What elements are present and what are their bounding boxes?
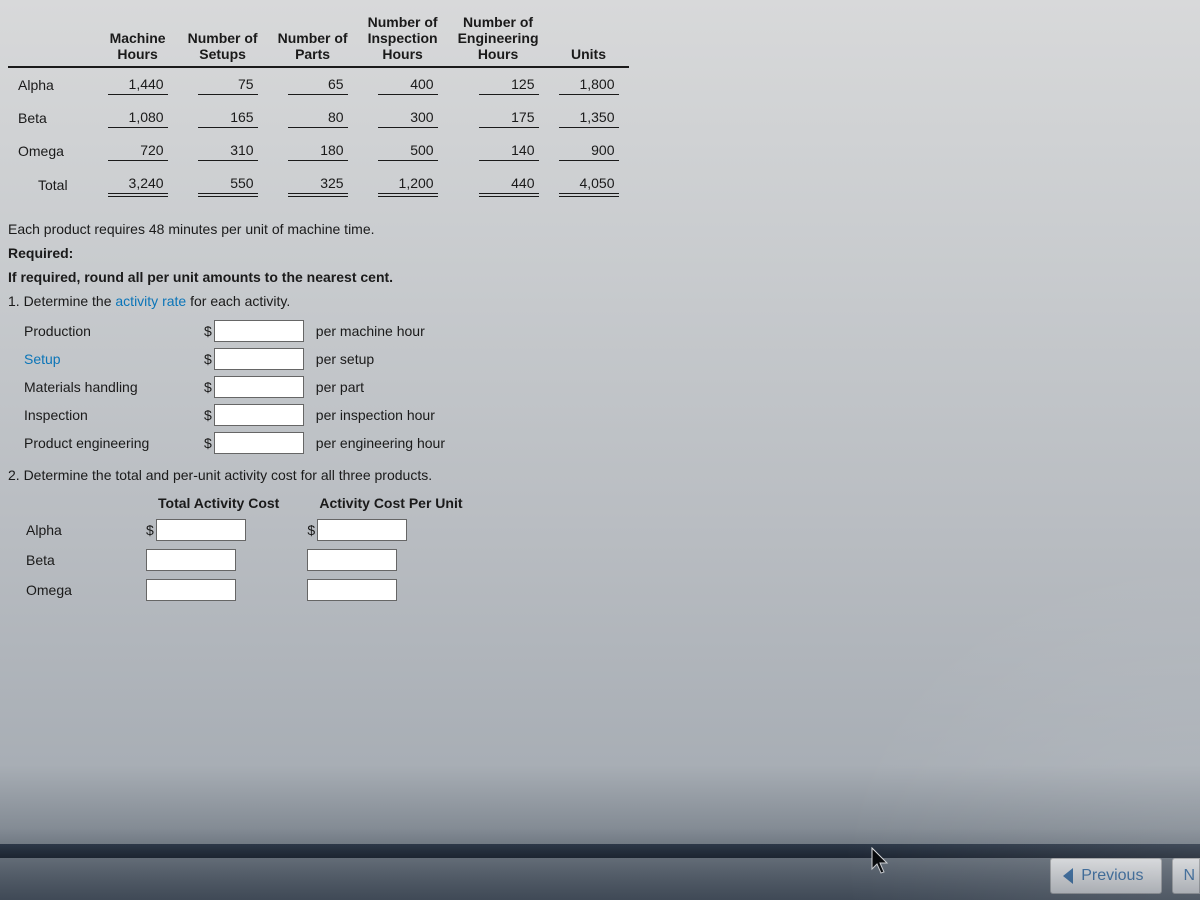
table-row: Beta1,080165803001751,350 — [8, 101, 629, 134]
activity-cost-row: Alpha $ $ — [18, 515, 483, 545]
table-total-row: Total3,2405503251,2004404,050 — [8, 167, 629, 203]
activity-cost-per-unit-input[interactable] — [307, 549, 397, 571]
dollar-sign: $ — [204, 351, 214, 367]
activity-rate-table: Production $ per machine hour Setup $ per set… — [18, 317, 451, 457]
next-button-label: N — [1183, 867, 1195, 884]
activity-rate-row: Inspection $ per inspection hour — [18, 401, 451, 429]
row-label: Alpha — [8, 67, 98, 101]
table-row: Omega720310180500140900 — [8, 134, 629, 167]
row-label: Omega — [8, 134, 98, 167]
row-label: Alpha — [18, 515, 138, 545]
row-label: Total — [8, 167, 98, 203]
total-activity-cost-input[interactable] — [146, 579, 236, 601]
machine-time-note: Each product requires 48 minutes per uni… — [8, 221, 1192, 237]
q1-prompt-pre: 1. Determine the — [8, 293, 115, 309]
row-label: Beta — [8, 101, 98, 134]
activity-rate-input[interactable] — [214, 404, 304, 426]
q1-prompt-post: for each activity. — [186, 293, 290, 309]
col-engineering: Number ofEngineeringHours — [448, 10, 549, 67]
activity-rate-row: Product engineering $ per engineering hour — [18, 429, 451, 457]
activity-cost-per-unit-input[interactable] — [317, 519, 407, 541]
q2-prompt: 2. Determine the total and per-unit acti… — [8, 467, 1192, 483]
activity-label: Product engineering — [24, 435, 149, 451]
activity-cost-row: Omega — [18, 575, 483, 605]
activity-label: Materials handling — [24, 379, 138, 395]
col-inspection: Number ofInspectionHours — [358, 10, 448, 67]
activity-label[interactable]: Setup — [24, 351, 61, 367]
rounding-instruction: If required, round all per unit amounts … — [8, 269, 393, 285]
total-activity-cost-input[interactable] — [146, 549, 236, 571]
activity-rate-suffix: per machine hour — [310, 317, 451, 345]
data-table: MachineHours Number ofSetups Number ofPa… — [8, 10, 629, 203]
col-machine-hours: MachineHours — [98, 10, 178, 67]
dollar-sign: $ — [146, 522, 156, 538]
activity-rate-row: Setup $ per setup — [18, 345, 451, 373]
activity-label: Production — [24, 323, 91, 339]
divider-bar — [0, 844, 1200, 858]
dollar-sign: $ — [307, 522, 317, 538]
table-header-row: MachineHours Number ofSetups Number ofPa… — [8, 10, 629, 67]
table-row: Alpha1,44075654001251,800 — [8, 67, 629, 101]
next-button[interactable]: N — [1172, 858, 1200, 894]
activity-rate-input[interactable] — [214, 376, 304, 398]
q2-col-total: Total Activity Cost — [138, 491, 299, 515]
previous-button[interactable]: Previous — [1050, 858, 1162, 894]
activity-rate-input[interactable] — [214, 432, 304, 454]
activity-rate-suffix: per engineering hour — [310, 429, 451, 457]
activity-rate-input[interactable] — [214, 320, 304, 342]
activity-cost-table: Total Activity Cost Activity Cost Per Un… — [18, 491, 483, 605]
col-parts: Number ofParts — [268, 10, 358, 67]
activity-cost-row: Beta — [18, 545, 483, 575]
activity-cost-per-unit-input[interactable] — [307, 579, 397, 601]
row-label: Beta — [18, 545, 138, 575]
activity-rate-suffix: per part — [310, 373, 451, 401]
activity-rate-suffix: per setup — [310, 345, 451, 373]
total-activity-cost-input[interactable] — [156, 519, 246, 541]
required-label: Required: — [8, 245, 73, 261]
dollar-sign: $ — [204, 407, 214, 423]
q2-col-per-unit: Activity Cost Per Unit — [299, 491, 482, 515]
dollar-sign: $ — [204, 323, 214, 339]
activity-label: Inspection — [24, 407, 88, 423]
dollar-sign: $ — [204, 379, 214, 395]
activity-rate-input[interactable] — [214, 348, 304, 370]
previous-button-label: Previous — [1081, 867, 1143, 885]
chevron-left-icon — [1063, 868, 1073, 884]
activity-rate-row: Production $ per machine hour — [18, 317, 451, 345]
cursor-icon — [870, 847, 892, 880]
col-setups: Number ofSetups — [178, 10, 268, 67]
col-units: Units — [549, 10, 629, 67]
activity-rate-row: Materials handling $ per part — [18, 373, 451, 401]
activity-rate-suffix: per inspection hour — [310, 401, 451, 429]
activity-rate-link[interactable]: activity rate — [115, 293, 186, 309]
row-label: Omega — [18, 575, 138, 605]
dollar-sign: $ — [204, 435, 214, 451]
